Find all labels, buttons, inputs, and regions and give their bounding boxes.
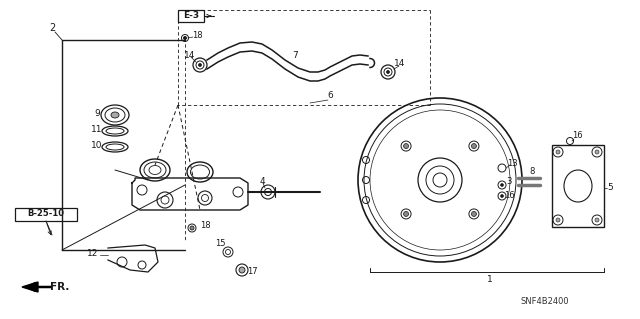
Text: 6: 6 bbox=[327, 91, 333, 100]
Circle shape bbox=[556, 218, 560, 222]
Circle shape bbox=[198, 63, 202, 66]
Text: 18: 18 bbox=[192, 32, 202, 41]
Text: 13: 13 bbox=[507, 159, 517, 167]
Circle shape bbox=[595, 218, 599, 222]
Bar bbox=[15, 208, 77, 221]
Text: SNF4B2400: SNF4B2400 bbox=[521, 298, 570, 307]
Text: 17: 17 bbox=[246, 266, 257, 276]
Circle shape bbox=[404, 144, 408, 149]
Text: 9: 9 bbox=[94, 108, 100, 117]
Text: 11: 11 bbox=[92, 125, 103, 135]
Circle shape bbox=[500, 195, 504, 197]
Text: FR.: FR. bbox=[51, 282, 70, 292]
Circle shape bbox=[556, 150, 560, 154]
Circle shape bbox=[595, 150, 599, 154]
Polygon shape bbox=[22, 282, 38, 292]
Text: 18: 18 bbox=[200, 221, 211, 231]
Text: 8: 8 bbox=[529, 167, 534, 176]
Text: 4: 4 bbox=[259, 176, 265, 186]
Text: 14: 14 bbox=[394, 60, 406, 69]
Circle shape bbox=[500, 183, 504, 187]
Text: 1: 1 bbox=[487, 276, 493, 285]
Text: B-25-10: B-25-10 bbox=[28, 210, 65, 219]
Text: 10: 10 bbox=[92, 142, 103, 151]
Text: 14: 14 bbox=[184, 50, 196, 60]
Circle shape bbox=[387, 70, 390, 73]
Text: 15: 15 bbox=[215, 240, 225, 249]
Text: E-3: E-3 bbox=[183, 11, 199, 20]
Bar bbox=[552, 145, 604, 227]
Text: 7: 7 bbox=[292, 50, 298, 60]
Circle shape bbox=[184, 36, 186, 40]
Circle shape bbox=[472, 144, 476, 149]
Circle shape bbox=[239, 267, 245, 273]
Text: 16: 16 bbox=[572, 131, 582, 140]
Text: 12: 12 bbox=[87, 249, 99, 257]
Text: 16: 16 bbox=[504, 190, 515, 199]
Text: 2: 2 bbox=[49, 23, 55, 33]
Circle shape bbox=[404, 211, 408, 216]
Circle shape bbox=[472, 211, 476, 216]
Bar bbox=[178, 10, 204, 22]
Text: 5: 5 bbox=[607, 183, 613, 192]
Circle shape bbox=[190, 226, 194, 230]
Text: 3: 3 bbox=[506, 176, 512, 186]
Ellipse shape bbox=[111, 112, 119, 118]
